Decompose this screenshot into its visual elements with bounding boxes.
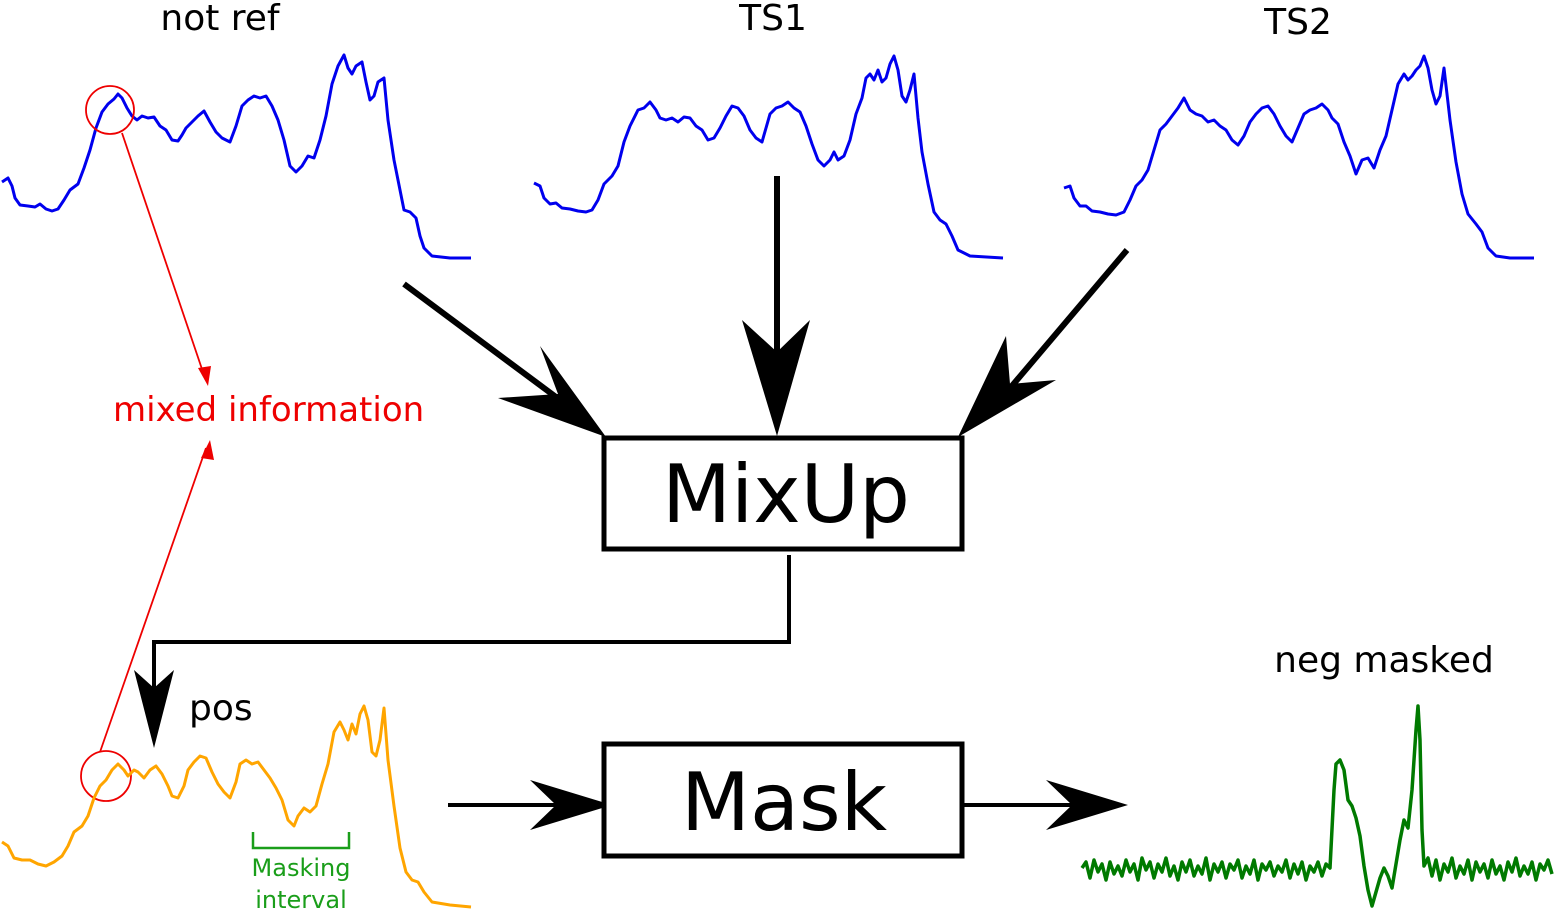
mixed-info-arrowhead-top	[198, 366, 211, 386]
ts1-series	[533, 54, 1004, 260]
mixup-to-pos-arrowhead	[134, 670, 174, 748]
pos-highlight-circle	[80, 750, 132, 802]
ts2-series	[1063, 54, 1534, 260]
ts2-label: TS2	[1263, 2, 1332, 43]
ts2-to-mixup-arrow-shaft	[997, 248, 1130, 402]
masking-interval-label-line1: Masking	[252, 854, 351, 882]
masking-interval-bracket	[251, 832, 351, 850]
mixed-info-pointer-bottom	[99, 447, 207, 753]
mask-box-border	[601, 741, 965, 859]
mixup-to-pos-connector	[134, 555, 791, 748]
mixed-information-annotation	[80, 85, 214, 802]
masking-interval-bracket-line	[251, 832, 351, 850]
mixup-label: MixUp	[662, 448, 910, 541]
masking-interval-label-line2: interval	[255, 886, 347, 914]
neg-masked-label: neg masked	[1274, 640, 1494, 681]
not-ref-to-mixup-arrow-shaft	[402, 281, 562, 403]
pos-series	[1, 704, 472, 909]
mixup-input-arrows	[402, 176, 1130, 437]
mixup-box-border	[601, 435, 965, 552]
neg-masked-series	[1080, 704, 1554, 908]
mask-box: Mask	[601, 741, 965, 859]
not-ref-highlight-circle	[85, 85, 135, 135]
ts2-to-mixup-arrowhead	[958, 336, 1056, 437]
not-ref-to-mixup-arrowhead	[498, 346, 606, 437]
ts1-line	[533, 54, 1004, 260]
neg-masked-line	[1080, 704, 1554, 908]
mixup-to-pos-line	[152, 555, 791, 690]
ts2-line	[1063, 54, 1534, 260]
not-ref-label: not ref	[160, 0, 281, 39]
pos-line	[1, 704, 472, 909]
mask-label: Mask	[681, 756, 888, 849]
mixed-information-label: mixed information	[113, 390, 424, 430]
ts1-to-mixup-arrowhead	[742, 320, 810, 436]
mixup-box: MixUp	[601, 435, 965, 552]
not-ref-series	[1, 53, 471, 260]
pos-to-mask-arrow	[448, 780, 612, 830]
mixed-info-pointer-top	[121, 132, 206, 379]
mixed-info-arrowhead-bottom	[201, 440, 214, 460]
mask-to-neg-arrow	[964, 780, 1128, 830]
not-ref-line	[1, 53, 471, 260]
pos-label: pos	[189, 688, 253, 729]
pos-to-mask-arrowhead	[530, 780, 612, 830]
mask-to-neg-arrowhead	[1046, 780, 1128, 830]
ts1-label: TS1	[738, 0, 807, 39]
